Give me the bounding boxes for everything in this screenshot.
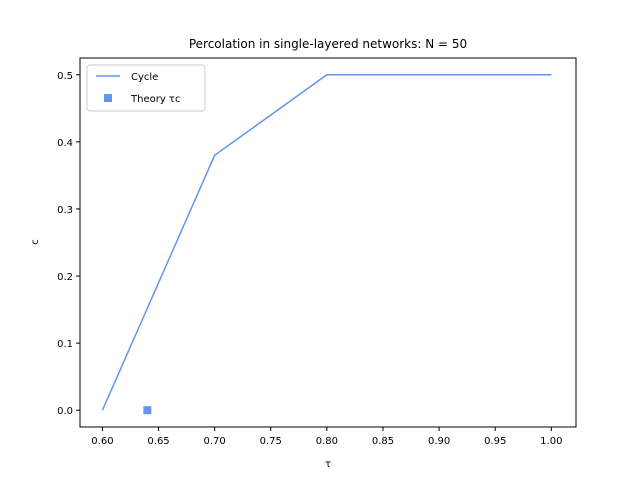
x-tick-label: 0.60 bbox=[91, 436, 113, 447]
x-tick-label: 0.85 bbox=[372, 436, 394, 447]
x-tick-label: 0.95 bbox=[484, 436, 506, 447]
y-axis-label: c bbox=[30, 239, 41, 245]
x-tick-label: 0.75 bbox=[260, 436, 282, 447]
x-tick-label: 0.70 bbox=[204, 436, 226, 447]
plot-series bbox=[101, 74, 552, 415]
series-line-cycle bbox=[101, 74, 552, 411]
x-tick-label: 0.80 bbox=[316, 436, 338, 447]
x-axis-label: τ bbox=[325, 459, 331, 470]
x-tick-label: 1.00 bbox=[540, 436, 562, 447]
y-tick-label: 0.4 bbox=[57, 138, 73, 149]
y-tick-label: 0.5 bbox=[57, 71, 73, 82]
legend-marker-swatch bbox=[104, 94, 112, 102]
chart-title: Percolation in single-layered networks: … bbox=[189, 37, 467, 51]
series-marker-theory bbox=[143, 406, 152, 415]
x-tick-label: 0.65 bbox=[147, 436, 169, 447]
y-tick-label: 0.0 bbox=[57, 406, 73, 417]
legend-entry-cycle: Cycle bbox=[131, 72, 158, 83]
y-axis: 0.0 0.1 0.2 0.3 0.4 0.5 bbox=[57, 71, 80, 417]
legend: Cycle Theory τc bbox=[86, 64, 206, 112]
x-tick-label: 0.90 bbox=[428, 436, 450, 447]
y-tick-label: 0.3 bbox=[57, 205, 73, 216]
y-tick-label: 0.2 bbox=[57, 272, 73, 283]
x-axis: 0.60 0.65 0.70 0.75 0.80 0.85 0.90 0.95 1.00 bbox=[91, 427, 562, 447]
y-tick-label: 0.1 bbox=[57, 339, 73, 350]
legend-entry-theory: Theory τc bbox=[130, 94, 180, 105]
plot-frame bbox=[79, 57, 577, 428]
